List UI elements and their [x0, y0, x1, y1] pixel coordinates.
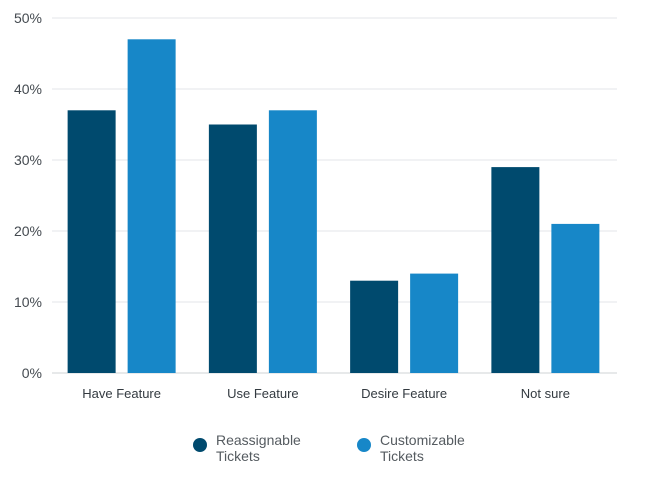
- y-tick-label: 30%: [14, 152, 42, 168]
- legend-label-customizable: Customizable Tickets: [380, 432, 465, 464]
- y-tick-label: 10%: [14, 294, 42, 310]
- x-category-label: Have Feature: [82, 386, 161, 401]
- legend: Reassignable Tickets Customizable Ticket…: [0, 432, 649, 472]
- x-axis-category-labels: Have Feature Use Feature Desire Feature Not…: [82, 386, 570, 401]
- legend-item-reassignable: Reassignable Tickets: [193, 432, 316, 464]
- bar: [208, 124, 257, 373]
- bars: [67, 39, 600, 374]
- y-tick-label: 40%: [14, 81, 42, 97]
- legend-label-reassignable: Reassignable Tickets: [216, 432, 301, 464]
- x-category-label: Use Feature: [227, 386, 299, 401]
- bar: [67, 110, 116, 374]
- y-tick-label: 0%: [22, 365, 42, 381]
- bar: [410, 273, 459, 373]
- legend-swatch-customizable: [357, 438, 371, 452]
- x-category-label: Desire Feature: [361, 386, 447, 401]
- x-category-label: Not sure: [521, 386, 570, 401]
- y-tick-label: 20%: [14, 223, 42, 239]
- bar: [491, 167, 540, 373]
- y-tick-label: 50%: [14, 10, 42, 26]
- y-axis-tick-labels: 0% 10% 20% 30% 40% 50%: [14, 10, 42, 381]
- bar: [127, 39, 176, 374]
- legend-item-customizable: Customizable Tickets: [357, 432, 480, 464]
- legend-swatch-reassignable: [193, 438, 207, 452]
- bar: [350, 280, 399, 373]
- bar-chart: 0% 10% 20% 30% 40% 50% Have Feature Use Featur…: [14, 10, 617, 401]
- bar: [268, 110, 317, 374]
- bar: [551, 223, 600, 373]
